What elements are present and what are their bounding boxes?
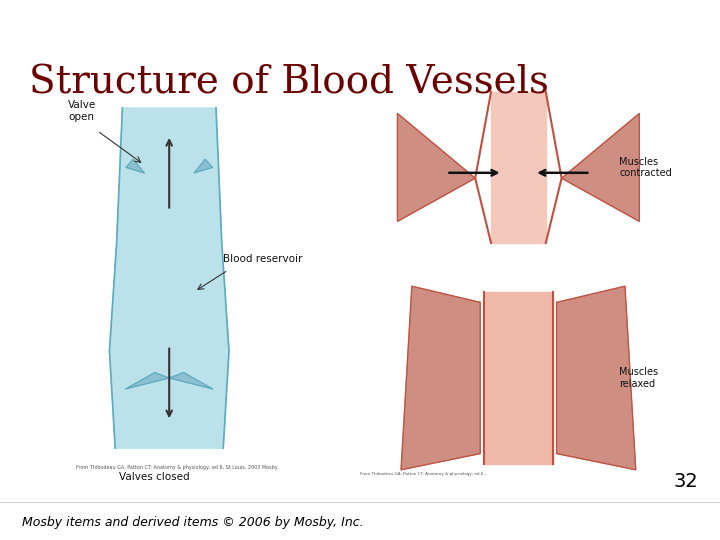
Text: Muscles
relaxed: Muscles relaxed bbox=[619, 367, 658, 389]
Polygon shape bbox=[401, 286, 480, 470]
Polygon shape bbox=[397, 113, 475, 221]
Polygon shape bbox=[484, 292, 553, 464]
Text: Mosby items and derived items © 2006 by Mosby, Inc.: Mosby items and derived items © 2006 by … bbox=[22, 516, 363, 529]
Text: From Thibodeau GA, Patton CT: Anatomy & physiology, ed 6, St Louis, 2003 Mosby.: From Thibodeau GA, Patton CT: Anatomy & … bbox=[76, 465, 278, 470]
Polygon shape bbox=[109, 108, 229, 448]
Text: Valve
open: Valve open bbox=[68, 100, 96, 122]
Polygon shape bbox=[126, 373, 169, 389]
Text: From Thibodeau GA, Patton CT: Anatomy & physiology, ed 6...: From Thibodeau GA, Patton CT: Anatomy & … bbox=[360, 472, 487, 476]
Polygon shape bbox=[557, 286, 636, 470]
Text: 32: 32 bbox=[674, 472, 698, 491]
Polygon shape bbox=[491, 92, 546, 243]
Text: Valves closed: Valves closed bbox=[120, 472, 190, 483]
Text: Structure of Blood Vessels: Structure of Blood Vessels bbox=[29, 65, 549, 102]
Polygon shape bbox=[169, 373, 212, 389]
Polygon shape bbox=[562, 113, 639, 221]
Polygon shape bbox=[126, 159, 144, 173]
Polygon shape bbox=[194, 159, 212, 173]
Text: Blood reservoir: Blood reservoir bbox=[223, 254, 302, 264]
Text: Muscles
contracted: Muscles contracted bbox=[619, 157, 672, 178]
